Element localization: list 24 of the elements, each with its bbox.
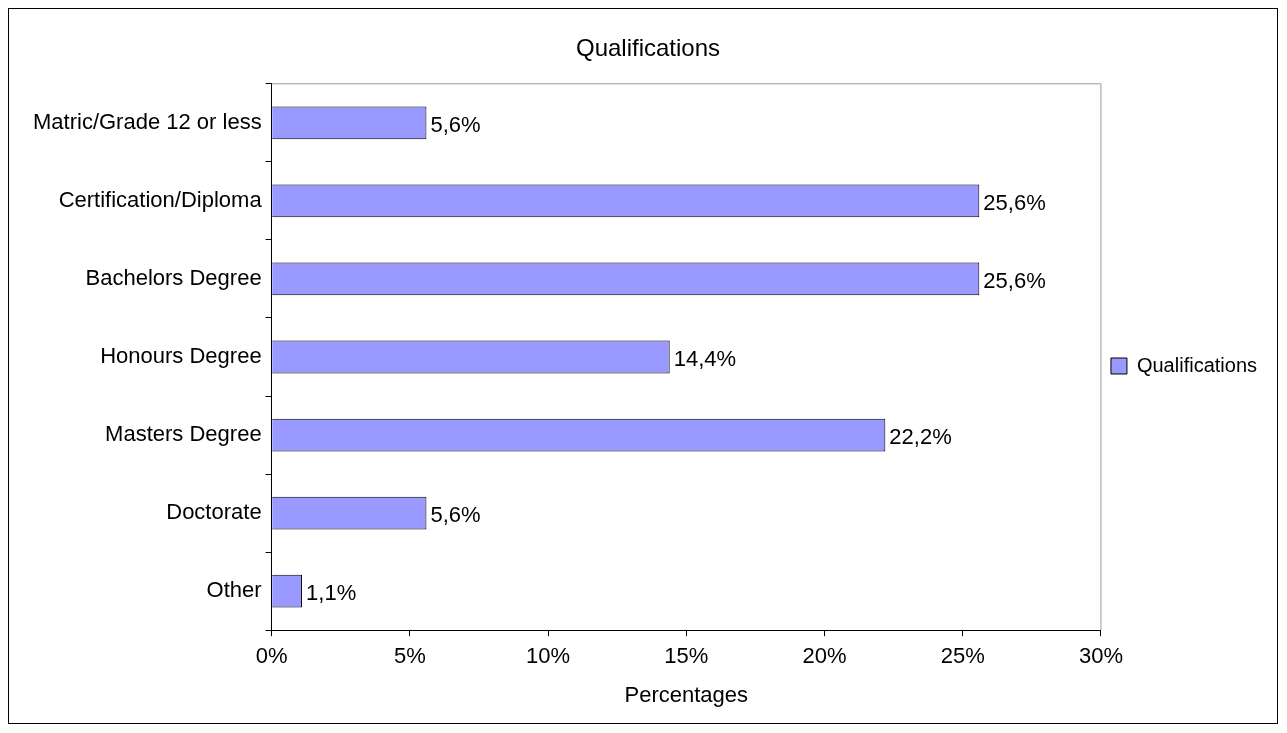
y-tick-label: Honours Degree: [100, 343, 262, 369]
y-tick-label: Bachelors Degree: [85, 265, 262, 291]
y-tick-label: Certification/Diploma: [58, 186, 263, 212]
data-label: 25,6%: [983, 189, 1046, 215]
x-tick-label: 10%: [526, 643, 571, 669]
data-label: 22,2%: [889, 424, 952, 450]
chart-title: Qualifications: [575, 34, 721, 62]
y-tick-label: Matric/Grade 12 or less: [33, 108, 262, 134]
y-tick-label: Doctorate: [166, 499, 262, 525]
x-axis-title: Percentages: [624, 681, 749, 707]
x-tick-label: 15%: [664, 643, 709, 669]
data-label: 1,1%: [306, 580, 357, 606]
x-tick-label: 30%: [1078, 643, 1123, 669]
y-tick-label: Other: [206, 577, 262, 603]
data-label: 5,6%: [430, 111, 481, 137]
data-label: 14,4%: [673, 346, 737, 372]
x-tick-label: 25%: [940, 643, 985, 669]
x-tick-label: 20%: [802, 643, 847, 669]
legend-label: Qualifications: [1136, 353, 1257, 376]
data-label: 5,6%: [430, 502, 481, 528]
x-tick-label: 0%: [255, 643, 288, 669]
x-tick-label: 5%: [393, 643, 426, 669]
data-label: 25,6%: [983, 268, 1046, 294]
y-tick-label: Masters Degree: [105, 421, 262, 447]
